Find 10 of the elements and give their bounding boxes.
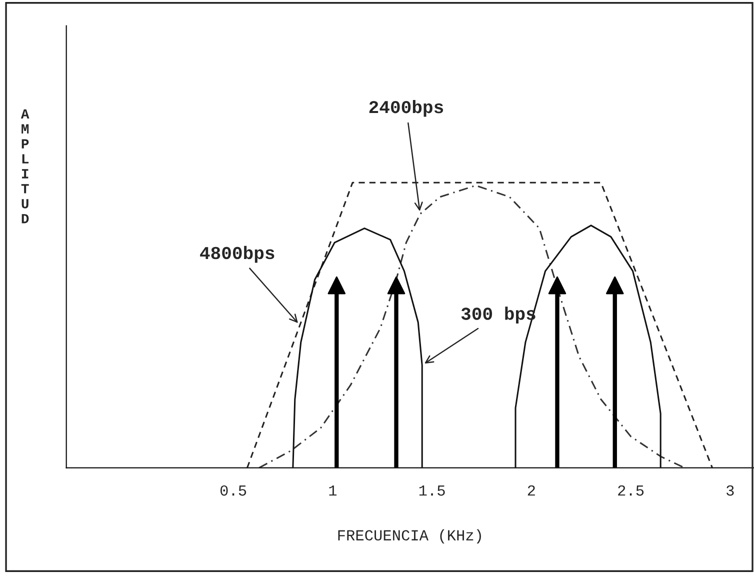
y-axis-title: AMPLITUD [20, 109, 30, 224]
x-axis-title: FRECUENCIA (KHz) [338, 529, 481, 544]
x-tick-label: 2.5 [618, 485, 644, 496]
x-tick-label: 1 [329, 485, 337, 496]
x-tick-label: 3 [726, 485, 734, 496]
x-tick-label: 0.5 [220, 485, 246, 496]
x-tick-label: 2 [528, 485, 535, 496]
text: 4800bps [200, 246, 274, 263]
text: 2400bps [369, 100, 444, 117]
x-tick-label: 1.5 [419, 485, 445, 496]
